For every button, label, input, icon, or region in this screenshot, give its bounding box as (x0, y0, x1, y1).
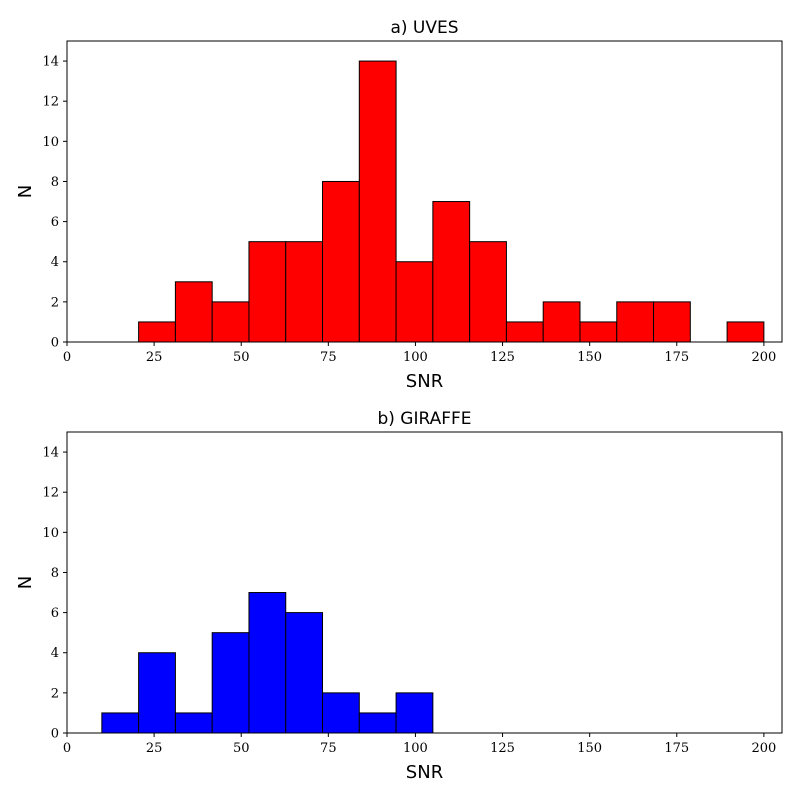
histogram-bar (285, 612, 324, 734)
y-tick-label: 6 (51, 215, 59, 230)
y-tick-label: 14 (42, 446, 59, 461)
x-tick-label: 100 (403, 350, 428, 365)
histogram-bar (285, 241, 324, 343)
x-tick-label: 175 (664, 350, 689, 365)
y-tick-label: 4 (51, 255, 59, 270)
axes-1: 0 25 50 75 100 125 150 175 200 0 2 4 6 8 10 12 14 a) UVES… (15, 18, 783, 392)
histogram-bar (138, 321, 176, 343)
y-tick-label: 10 (42, 135, 59, 150)
histogram-bar (322, 692, 360, 734)
y-tick-label: 10 (42, 526, 59, 541)
chart-title: a) UVES (390, 18, 458, 38)
x-tick-label: 100 (403, 741, 428, 756)
histogram-bar (174, 281, 213, 343)
x-tick-label: 200 (751, 741, 776, 756)
histogram-bar (174, 712, 213, 734)
x-tick-label: 75 (320, 741, 337, 756)
histogram-bar (469, 241, 507, 343)
histogram-bar (726, 321, 765, 343)
x-tick-label: 25 (146, 350, 163, 365)
histogram-bar (358, 60, 397, 343)
histogram-bar (505, 321, 544, 343)
histogram-bar (579, 321, 618, 343)
y-tick-label: 14 (42, 55, 59, 70)
y-tick-label: 0 (51, 727, 59, 742)
x-tick-label: 150 (577, 741, 602, 756)
histogram-bar (395, 261, 434, 343)
x-tick-label: 0 (63, 350, 71, 365)
x-tick-label: 175 (664, 741, 689, 756)
histogram-bar (322, 180, 360, 343)
x-tick-label: 200 (751, 350, 776, 365)
histogram-bar (101, 712, 140, 734)
chart-title: b) GIRAFFE (377, 409, 471, 429)
x-axis-label: SNR (406, 371, 443, 392)
histogram-bar (248, 241, 287, 343)
histogram-bar (395, 692, 434, 734)
histogram-bar (138, 652, 176, 734)
x-tick-label: 150 (577, 350, 602, 365)
x-tick-label: 50 (233, 741, 250, 756)
y-tick-label: 8 (51, 175, 59, 190)
y-tick-label: 12 (42, 486, 59, 501)
x-tick-label: 50 (233, 350, 250, 365)
histogram-bar (358, 712, 397, 734)
x-tick-label: 75 (320, 350, 337, 365)
axes-2: 0 25 50 75 100 125 150 175 200 0 2 4 6 8 10 12 14 b) GIRA… (15, 409, 783, 783)
y-tick-label: 12 (42, 95, 59, 110)
histogram-bar (653, 301, 691, 343)
y-tick-label: 8 (51, 566, 59, 581)
axes-frame (66, 40, 783, 343)
y-tick-label: 4 (51, 646, 59, 661)
y-tick-label: 2 (51, 295, 59, 310)
y-tick-label: 0 (51, 336, 59, 351)
x-tick-label: 25 (146, 741, 163, 756)
histogram-bar (542, 301, 581, 343)
y-tick-label: 6 (51, 606, 59, 621)
x-tick-label: 125 (490, 741, 515, 756)
y-axis-label: N (15, 185, 36, 198)
axes-frame (66, 431, 783, 734)
y-axis-label: N (15, 576, 36, 589)
x-axis-label: SNR (406, 762, 443, 783)
x-tick-label: 125 (490, 350, 515, 365)
histogram-bar (211, 632, 250, 734)
x-tick-label: 0 (63, 741, 71, 756)
y-tick-label: 2 (51, 686, 59, 701)
histogram-bar (432, 201, 471, 343)
histogram-bar (248, 592, 287, 734)
histogram-bar (616, 301, 655, 343)
histogram-bar (211, 301, 250, 343)
